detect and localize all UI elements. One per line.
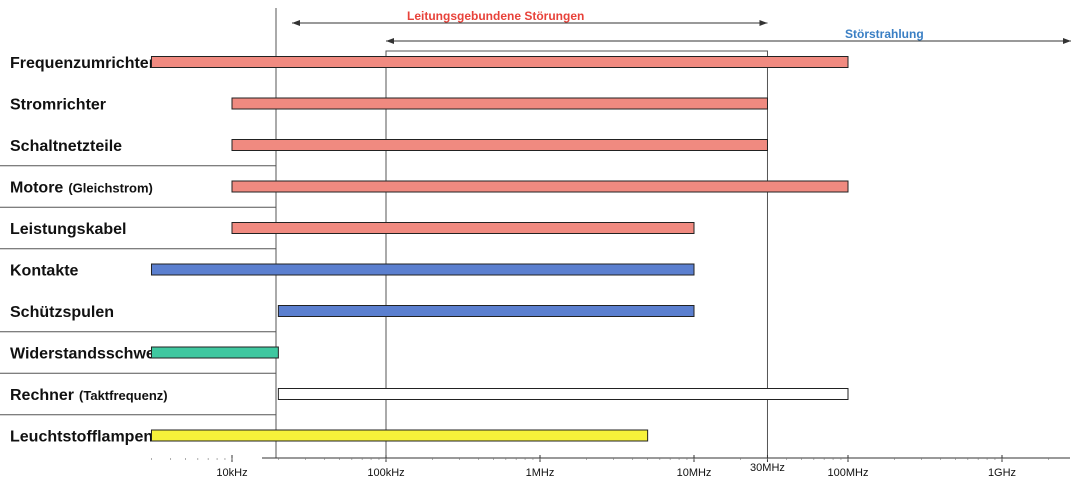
row-label: Kontakte <box>10 263 79 280</box>
row-label: Widerstandsschweißen <box>10 346 188 363</box>
x-tick-label: 10kHz <box>216 467 247 479</box>
row-label: Frequenzumrichter <box>10 55 155 72</box>
x-tick-label: 30MHz <box>750 462 785 474</box>
row-schützspulen: Schützspulen <box>10 304 695 321</box>
rows-layer: Frequenzumrichter Stromrichter Schaltnetzt… <box>10 55 849 446</box>
range-bar <box>277 305 695 317</box>
row-rechner: Rechner (Taktfrequenz) <box>10 387 849 404</box>
row-frequenzumrichter: Frequenzumrichter <box>10 55 849 72</box>
row-label: Rechner (Taktfrequenz) <box>10 387 168 404</box>
row-label-text: Stromrichter <box>10 97 106 114</box>
row-label-note: (Gleichstrom) <box>68 181 153 196</box>
range-bar <box>150 346 279 359</box>
range-bar <box>150 56 849 68</box>
band-arrow-conducted-head-right <box>759 20 768 26</box>
row-label: Schaltnetzteile <box>10 138 122 155</box>
range-bar <box>150 263 695 276</box>
band-label-radiated: Störstrahlung <box>845 27 924 41</box>
range-bar <box>231 97 768 110</box>
range-bar <box>231 180 849 193</box>
range-bar <box>231 222 695 234</box>
x-tick-label: 1MHz <box>526 467 555 479</box>
row-label-text: Kontakte <box>10 263 79 280</box>
range-bar <box>277 388 849 400</box>
band-label-conducted: Leitungsgebundene Störungen <box>407 9 584 23</box>
row-label: Leistungskabel <box>10 221 126 238</box>
x-tick-label: 100kHz <box>367 467 404 479</box>
range-bar <box>231 139 768 151</box>
row-widerstandsschweißen: Widerstandsschweißen <box>10 346 279 363</box>
axis-layer: 10kHz 100kHz 1MHz 10MHz 30MHz 100MHz 1GHz <box>0 8 1070 479</box>
row-label-note: (Taktfrequenz) <box>79 388 168 403</box>
row-label: Schützspulen <box>10 304 114 321</box>
row-leistungskabel: Leistungskabel <box>10 221 695 238</box>
row-label-text: Schaltnetzteile <box>10 138 122 155</box>
row-label-text: Rechner <box>10 387 74 404</box>
row-leuchtstofflampen: Leuchtstofflampen <box>10 429 649 446</box>
row-label-text: Schützspulen <box>10 304 114 321</box>
band-arrow-radiated-head-left <box>386 38 394 44</box>
row-schaltnetzteile: Schaltnetzteile <box>10 138 768 155</box>
band-arrow-conducted <box>292 20 768 26</box>
band-arrow-radiated <box>386 38 1071 44</box>
row-label-text: Leuchtstofflampen <box>10 429 153 446</box>
x-tick-label: 1GHz <box>988 467 1016 479</box>
range-bar <box>150 429 649 442</box>
row-label-text: Leistungskabel <box>10 221 126 238</box>
row-label-text: Widerstandsschweißen <box>10 346 188 363</box>
row-label: Leuchtstofflampen <box>10 429 153 446</box>
band-arrow-radiated-head-right <box>1063 38 1071 44</box>
row-label-text: Motore <box>10 180 63 197</box>
row-stromrichter: Stromrichter <box>10 97 768 114</box>
row-label: Stromrichter <box>10 97 106 114</box>
row-label-text: Frequenzumrichter <box>10 55 155 72</box>
row-motore: Motore (Gleichstrom) <box>10 180 849 197</box>
band-arrow-conducted-head-left <box>292 20 300 26</box>
x-tick-label: 10MHz <box>677 467 712 479</box>
row-kontakte: Kontakte <box>10 263 695 280</box>
row-label: Motore (Gleichstrom) <box>10 180 153 197</box>
x-tick-label: 100MHz <box>828 467 869 479</box>
